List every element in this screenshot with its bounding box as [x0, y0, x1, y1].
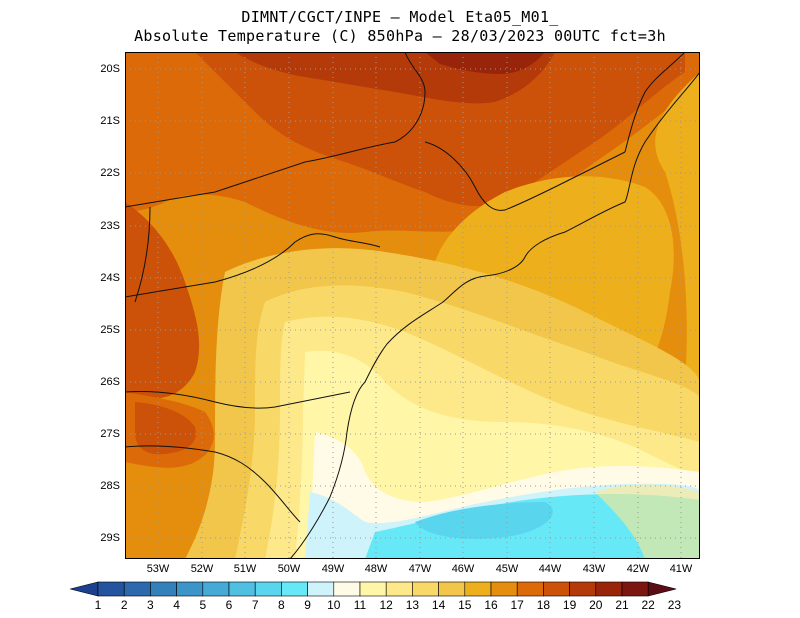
colorbar-label: 20: [589, 598, 603, 612]
colorbar-segment: [333, 581, 361, 597]
colorbar-label: 8: [278, 598, 285, 612]
colorbar-label: 10: [327, 598, 341, 612]
lon-label-53w: 53W: [146, 563, 170, 575]
lon-label-46w: 46W: [451, 563, 475, 575]
colorbar-segment: [228, 581, 256, 597]
state-border-pr-sc: [125, 391, 351, 409]
colorbar-segment: [490, 581, 518, 597]
lon-label-50w: 50W: [277, 563, 301, 575]
lon-label-51w: 51W: [233, 563, 257, 575]
colorbar-segment: [202, 581, 230, 597]
temp-field-15-offshore: [595, 484, 700, 559]
colorbar-segment: [516, 581, 544, 597]
lat-label-26s: 26S: [100, 376, 120, 388]
lat-label-21s: 21S: [100, 115, 120, 127]
colorbar-label: 6: [225, 598, 233, 612]
lon-label-47w: 47W: [408, 563, 432, 575]
colorbar-label: 21: [615, 598, 629, 612]
colorbar-label: 19: [562, 598, 577, 612]
temp-field-19-west: [125, 202, 200, 399]
colorbar-arrow-left: [69, 581, 99, 597]
state-border-sp-mg-east: [424, 141, 506, 211]
coastline: [289, 71, 700, 559]
colorbar-label: 4: [173, 598, 180, 612]
colorbar-segment: [438, 581, 466, 597]
colorbar-label: 17: [510, 598, 524, 612]
colorbar-label: 13: [405, 598, 420, 612]
lon-label-42w: 42W: [626, 563, 650, 575]
colorbar-segment: [412, 581, 439, 597]
state-border-mg-es: [624, 52, 686, 153]
colorbar-segment: [464, 581, 492, 597]
colorbar-segment: [254, 581, 282, 597]
lon-label-45w: 45W: [495, 563, 519, 575]
lat-label-24s: 24S: [100, 272, 120, 284]
colorbar-label: 12: [379, 598, 393, 612]
colorbar-label: 9: [304, 598, 311, 612]
lon-label-48w: 48W: [364, 563, 388, 575]
colorbar-segment: [569, 581, 597, 597]
colorbar-segment: [281, 581, 308, 597]
colorbar-label: 11: [353, 598, 367, 612]
colorbar-segment: [307, 581, 335, 597]
temp-field-9-patch: [415, 502, 553, 539]
lon-label-41w: 41W: [669, 563, 693, 575]
state-border-ms: [134, 206, 151, 303]
colorbar-arrow-right: [647, 581, 677, 597]
state-border-sc-rs: [125, 445, 301, 523]
colorbar-label: 14: [431, 598, 446, 612]
colorbar: [69, 580, 730, 602]
lon-label-52w: 52W: [190, 563, 214, 575]
colorbar-segment: [150, 581, 177, 597]
colorbar-label: 18: [536, 598, 551, 612]
lat-label-22s: 22S: [100, 167, 120, 179]
lat-label-27s: 27S: [100, 428, 120, 440]
colorbar-label: 5: [199, 598, 207, 612]
colorbar-segment: [621, 581, 649, 597]
lon-label-49w: 49W: [321, 563, 345, 575]
colorbar-label: 2: [120, 598, 128, 612]
colorbar-segment: [97, 581, 125, 597]
colorbar-segment: [595, 581, 623, 597]
map-title-line2: Absolute Temperature (C) 850hPa – 28/03/…: [134, 27, 666, 45]
lat-label-25s: 25S: [100, 324, 120, 336]
colorbar-label: 1: [94, 598, 102, 612]
state-border-mg-rj: [504, 151, 626, 211]
map-title-line1: DIMNT/CGCT/INPE – Model Eta05_M01_: [241, 8, 559, 26]
temp-field-20-north: [195, 52, 685, 207]
colorbar-label: 7: [251, 598, 259, 612]
colorbar-segment: [123, 581, 151, 597]
state-border-mg-sp: [125, 52, 426, 208]
colorbar-label: 22: [641, 598, 655, 612]
lat-label-29s: 29S: [100, 532, 120, 544]
lat-label-23s: 23S: [100, 220, 120, 232]
colorbar-segment: [543, 581, 570, 597]
colorbar-segment: [359, 581, 387, 597]
colorbar-label: 3: [147, 598, 154, 612]
lat-label-28s: 28S: [100, 480, 120, 492]
colorbar-segment: [176, 581, 204, 597]
temperature-map: [125, 52, 700, 559]
colorbar-label: 23: [667, 598, 682, 612]
temp-field-20-southwest: [135, 402, 196, 455]
lon-label-43w: 43W: [582, 563, 606, 575]
lon-label-44w: 44W: [538, 563, 562, 575]
colorbar-segment: [385, 581, 413, 597]
lat-label-20s: 20S: [100, 63, 120, 75]
colorbar-label: 16: [484, 598, 498, 612]
state-border-sp-pr: [125, 233, 381, 298]
colorbar-label: 15: [458, 598, 472, 612]
